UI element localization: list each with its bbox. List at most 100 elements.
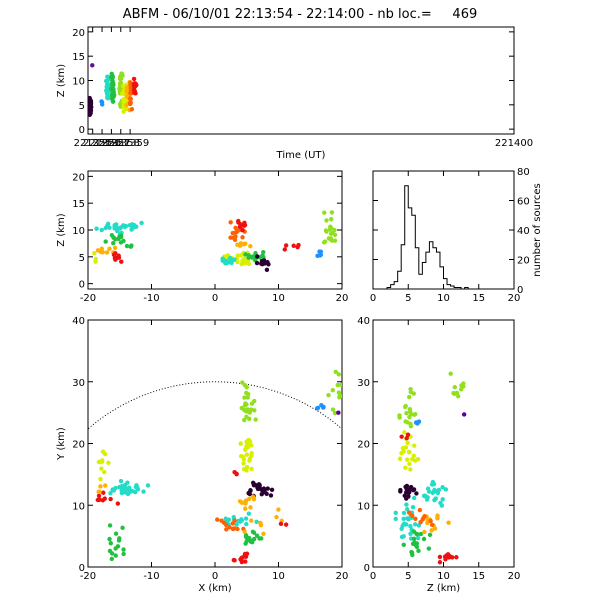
data-point xyxy=(428,518,433,524)
data-point xyxy=(113,553,118,558)
x-axis-label: X (km) xyxy=(198,583,231,594)
data-point xyxy=(274,514,279,520)
data-point xyxy=(99,246,105,251)
data-point xyxy=(117,74,123,79)
data-point xyxy=(442,554,448,559)
data-point xyxy=(283,243,289,248)
data-point xyxy=(440,497,445,502)
data-point xyxy=(228,220,233,225)
data-point xyxy=(403,465,408,470)
data-point xyxy=(417,507,423,513)
data-point xyxy=(318,252,324,257)
data-point xyxy=(242,220,247,226)
data-point xyxy=(88,112,92,117)
data-point xyxy=(336,372,341,377)
data-point xyxy=(411,536,417,541)
range-circle xyxy=(88,381,342,430)
data-point xyxy=(406,394,412,400)
data-point xyxy=(416,548,421,554)
data-point xyxy=(412,443,417,448)
data-point xyxy=(414,531,419,537)
x-tick-label: 221359 xyxy=(111,138,149,149)
data-point xyxy=(241,461,246,466)
data-point xyxy=(112,245,118,251)
data-point xyxy=(246,496,252,502)
data-point xyxy=(109,556,114,562)
data-point xyxy=(107,536,112,542)
data-point xyxy=(314,406,320,411)
data-point xyxy=(243,506,248,511)
data-point xyxy=(448,371,453,376)
data-point xyxy=(413,516,418,521)
x-tick-label: 10 xyxy=(437,571,450,582)
data-point xyxy=(110,99,116,104)
data-point xyxy=(412,495,417,501)
data-point xyxy=(336,410,341,415)
data-point xyxy=(98,249,104,255)
data-point xyxy=(107,523,113,528)
data-point xyxy=(116,255,122,260)
data-point xyxy=(243,260,249,265)
data-point xyxy=(111,240,116,246)
data-point xyxy=(238,241,243,246)
data-point xyxy=(227,525,232,530)
data-point xyxy=(224,527,229,532)
data-point xyxy=(227,255,233,261)
data-point xyxy=(240,454,246,460)
x-tick-label: -10 xyxy=(143,293,159,304)
data-point xyxy=(330,387,335,393)
data-point xyxy=(401,516,406,522)
data-point xyxy=(243,533,249,538)
data-point xyxy=(114,225,119,230)
data-point xyxy=(247,438,252,443)
data-point xyxy=(264,491,269,497)
data-point xyxy=(404,435,409,441)
x-tick-label: 10 xyxy=(437,293,450,304)
data-point xyxy=(234,471,239,477)
y-axis-label: Z (km) xyxy=(56,64,67,97)
data-point xyxy=(418,531,424,537)
x-tick-label: 10 xyxy=(272,293,285,304)
data-point xyxy=(236,220,241,225)
x-tick-label: 20 xyxy=(508,571,521,582)
data-point xyxy=(235,526,240,532)
data-point xyxy=(111,235,116,240)
data-point xyxy=(258,520,263,526)
data-point xyxy=(244,551,250,556)
data-point xyxy=(243,401,248,406)
data-point xyxy=(243,516,249,521)
data-point xyxy=(98,484,103,489)
y-tick-label: 15 xyxy=(72,199,85,210)
data-point xyxy=(407,407,413,412)
y-tick-label: 80 xyxy=(517,167,530,178)
data-point xyxy=(459,383,464,388)
data-point xyxy=(283,522,289,527)
data-point xyxy=(421,515,426,521)
data-point xyxy=(116,538,122,543)
y-tick-label: 15 xyxy=(72,52,85,63)
data-point xyxy=(402,404,408,410)
data-point xyxy=(113,546,118,551)
data-point xyxy=(404,411,409,416)
panel-z-y: 0 5 10 15 20 0 10 20 30 40 Z (km) xyxy=(357,316,520,594)
data-point xyxy=(407,450,412,455)
data-point xyxy=(454,555,459,560)
y-tick-label: 60 xyxy=(517,197,530,208)
y-tick-label: 0 xyxy=(79,563,85,574)
y-axis-label: Z (km) xyxy=(56,213,67,246)
x-tick-label: 0 xyxy=(370,293,376,304)
x-tick-label: 20 xyxy=(508,293,521,304)
data-point xyxy=(405,420,410,425)
data-point xyxy=(248,505,253,510)
data-point xyxy=(408,467,413,472)
data-point xyxy=(411,391,416,396)
data-point xyxy=(139,220,144,226)
data-point xyxy=(238,441,243,446)
data-point xyxy=(245,407,250,412)
data-point xyxy=(410,513,415,518)
y-tick-label: 40 xyxy=(517,226,530,237)
data-point xyxy=(429,528,434,533)
data-point xyxy=(90,63,95,68)
y-tick-label: 30 xyxy=(72,378,85,389)
y-tick-label: 20 xyxy=(72,172,85,183)
